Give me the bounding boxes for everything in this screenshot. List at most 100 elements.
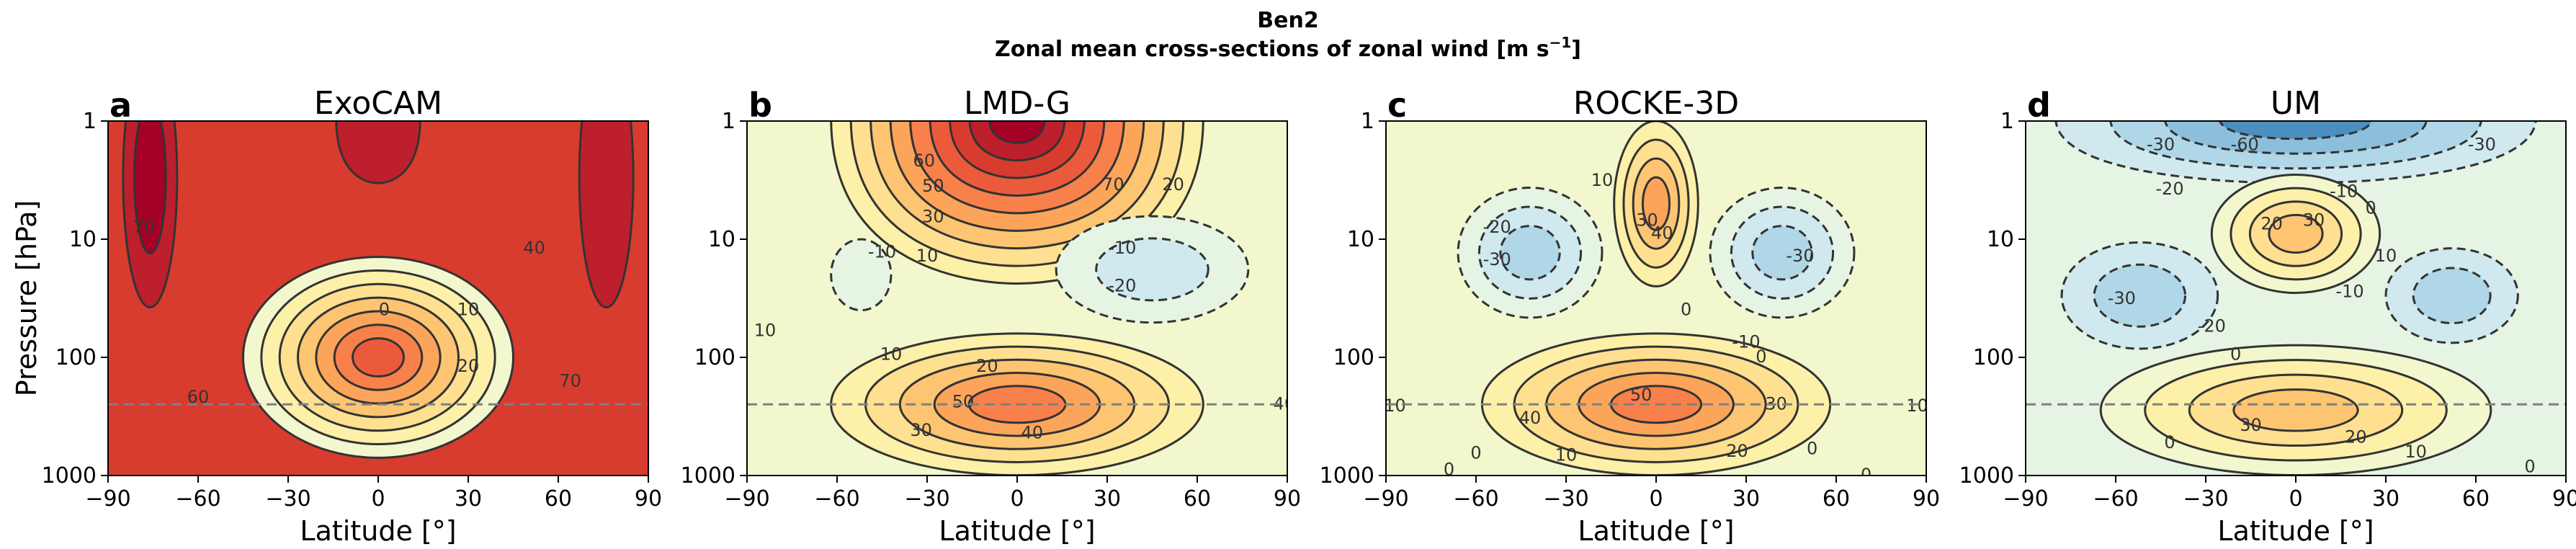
y-axis-label: Pressure [hPa] <box>11 200 43 397</box>
figure-subtitle-exponent: −1 <box>1549 34 1572 51</box>
contour-level-90 <box>988 121 1046 144</box>
contour-label: 10 <box>2375 246 2397 266</box>
x-tick-label: −30 <box>904 486 949 512</box>
contour-label: -20 <box>2155 179 2183 199</box>
contour-label: -30 <box>1483 249 1511 269</box>
y-tick-label: 100 <box>694 345 735 370</box>
contour-label: 0 <box>2230 344 2241 364</box>
contour-label: 30 <box>910 420 932 440</box>
contour-label: -10 <box>868 242 896 262</box>
contour-label: 0 <box>1807 439 1817 459</box>
contour-label: -30 <box>2147 134 2175 154</box>
y-tick-label: 1 <box>83 109 97 134</box>
x-tick-label: 0 <box>1649 486 1663 512</box>
contour-label: -20 <box>1483 217 1511 237</box>
contour-level-30 <box>2268 213 2324 254</box>
panel-letter: b <box>748 86 772 125</box>
x-tick-label: −30 <box>1543 486 1588 512</box>
contour-label: 20 <box>1162 174 1184 195</box>
x-tick-label: −60 <box>2093 486 2138 512</box>
contour-level-neg60 <box>2219 121 2373 140</box>
y-tick-label: 100 <box>1973 345 2014 370</box>
x-tick-label: −90 <box>85 486 130 512</box>
contour-label: 0 <box>1861 465 1871 485</box>
x-tick-label: 60 <box>1184 486 1211 512</box>
contour-label: -30 <box>2108 288 2136 308</box>
contour-label: 20 <box>976 356 998 376</box>
contour-label: 0 <box>1470 442 1481 463</box>
contour-label: 70 <box>133 217 156 237</box>
panel-letter: a <box>109 86 132 125</box>
contour-label: 0 <box>2366 197 2376 218</box>
y-tick-label: 100 <box>55 345 97 370</box>
contour-label: 0 <box>2164 432 2175 452</box>
x-tick-label: 30 <box>455 486 482 512</box>
y-tick-label: 1000 <box>42 463 97 488</box>
y-tick-label: 1000 <box>1959 463 2014 488</box>
figure-subtitle-end: ] <box>1571 37 1581 62</box>
contour-label: 10 <box>457 300 480 320</box>
contour-level-neg30 <box>2093 263 2187 328</box>
contour-label: 20 <box>1726 441 1748 461</box>
contour-level-60 <box>352 337 405 378</box>
contour-label: -10 <box>2335 281 2363 301</box>
x-axis-label: Latitude [°] <box>1578 515 1734 547</box>
contour-label: 20 <box>2345 427 2367 447</box>
y-tick-label: 10 <box>69 227 97 252</box>
contour-label: -20 <box>1108 275 1136 295</box>
contour-label: 50 <box>922 176 944 196</box>
contour-label: 10 <box>880 344 903 364</box>
contour-label: -10 <box>1732 332 1760 352</box>
contour-label: 0 <box>1756 347 1766 367</box>
x-tick-label: 30 <box>2372 486 2400 512</box>
panel-title: UM <box>2271 85 2321 122</box>
contour-label: 40 <box>1651 223 1673 243</box>
contour-label: 10 <box>916 246 939 266</box>
contour-level-neg30 <box>1751 225 1813 281</box>
contour-label: 20 <box>2260 214 2283 234</box>
y-tick-label: 100 <box>1333 345 1374 370</box>
y-tick-label: 1 <box>2000 109 2014 134</box>
figure-subtitle-text: Zonal mean cross-sections of zonal wind … <box>995 37 1549 62</box>
contour-level-neg10 <box>830 238 893 312</box>
panel-title: LMD-G <box>964 85 1070 122</box>
x-tick-label: −90 <box>1363 486 1408 512</box>
contour-level-neg20 <box>1095 237 1209 302</box>
y-tick-label: 10 <box>1347 227 1374 252</box>
contour-label: 10 <box>1384 396 1406 416</box>
contour-label: 40 <box>1021 423 1044 443</box>
contour-label: 40 <box>1519 408 1542 428</box>
x-tick-label: −60 <box>175 486 220 512</box>
x-tick-label: 0 <box>371 486 385 512</box>
contour-label: 0 <box>1444 459 1454 479</box>
y-tick-label: 1 <box>722 109 735 134</box>
x-tick-label: −90 <box>724 486 769 512</box>
y-tick-label: 10 <box>708 227 735 252</box>
x-tick-label: 90 <box>2552 486 2576 512</box>
contour-label: -30 <box>1786 246 1814 266</box>
contour-label: 0 <box>2524 456 2535 476</box>
contour-level-neg30 <box>2412 267 2492 325</box>
x-tick-label: 60 <box>2462 486 2490 512</box>
contour-label: 10 <box>1555 445 1578 465</box>
contour-label: 0 <box>379 300 390 320</box>
x-tick-label: 30 <box>1732 486 1760 512</box>
x-axis-label: Latitude [°] <box>939 515 1095 547</box>
contour-label: 40 <box>523 238 545 258</box>
panel-title: ROCKE-3D <box>1573 85 1739 122</box>
contour-label: 30 <box>1636 210 1658 231</box>
contour-label: 10 <box>2405 442 2427 462</box>
x-tick-label: 90 <box>635 486 662 512</box>
x-tick-label: −90 <box>2003 486 2048 512</box>
contour-label: 40 <box>1274 393 1296 414</box>
contour-label: 0 <box>1681 300 1691 320</box>
y-tick-label: 1 <box>1361 109 1374 134</box>
contour-label: 60 <box>913 151 936 171</box>
contour-level-30 <box>2232 388 2359 432</box>
